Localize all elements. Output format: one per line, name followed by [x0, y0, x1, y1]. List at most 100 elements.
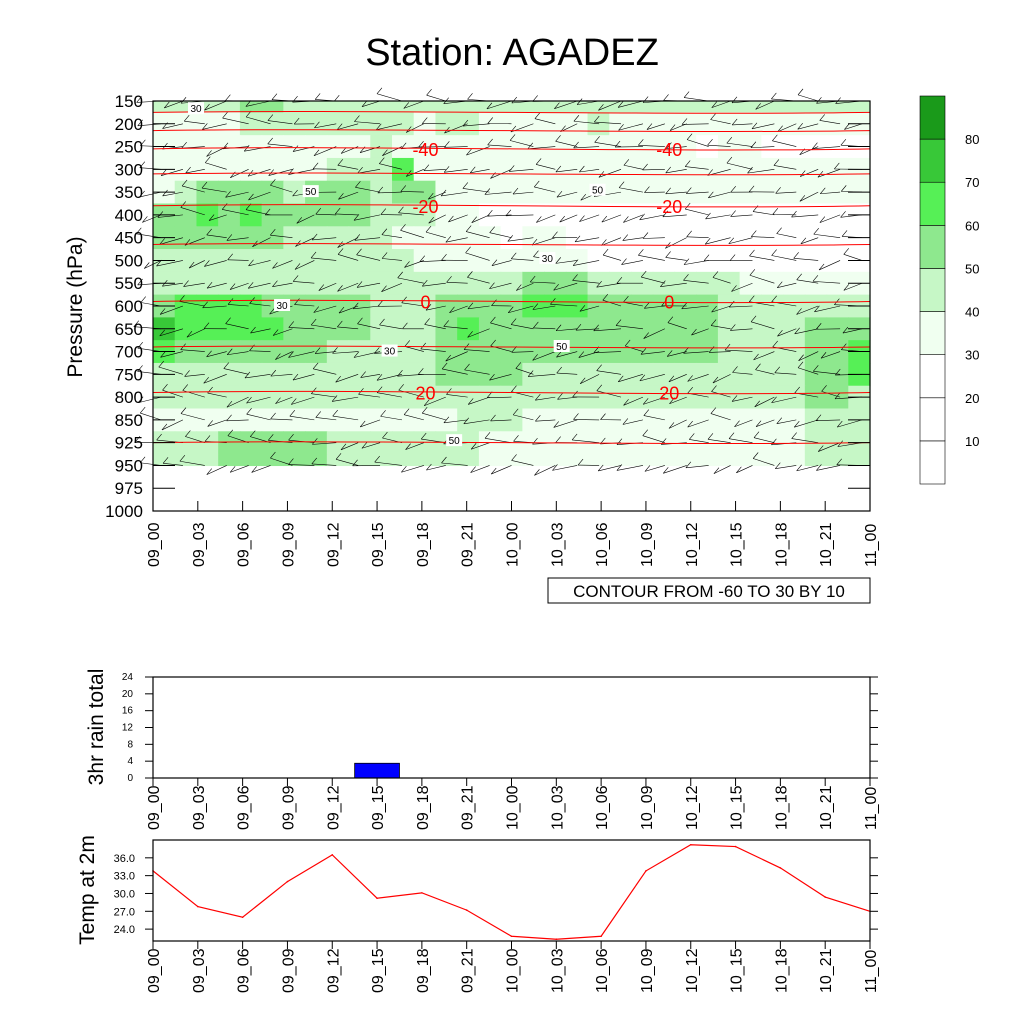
wind-barb-flag	[400, 185, 407, 192]
wind-barb	[687, 374, 709, 382]
wind-barb	[462, 188, 490, 193]
wind-barb-flag	[465, 246, 471, 254]
wind-barb-flag	[156, 259, 162, 267]
wind-barb	[164, 100, 184, 109]
wind-barb	[288, 464, 315, 466]
wind-barb	[536, 164, 556, 170]
wind-barb	[711, 305, 731, 313]
pressure-tick-label: 550	[115, 274, 143, 293]
shaded-cell	[500, 203, 523, 227]
wind-barb-flag	[336, 123, 343, 130]
time-tick-label: 09_18	[415, 522, 432, 567]
wind-barb	[573, 146, 600, 149]
wind-barb-flag	[376, 87, 383, 94]
wind-barb	[162, 123, 183, 129]
wind-barb-flag	[292, 145, 299, 152]
wind-barb-flag	[842, 326, 849, 334]
temperature-panel: 24.0 27.0 30.0 33.0 36.0 09_00 09_03 09_06 09_09…	[76, 835, 880, 993]
wind-barb	[185, 436, 205, 443]
wind-barb	[555, 260, 578, 264]
shaded-cell	[218, 431, 241, 455]
wind-barb	[750, 146, 775, 149]
wind-barb	[422, 282, 446, 287]
wind-barb-flag	[624, 339, 631, 347]
wind-barb-flag	[229, 283, 236, 290]
shaded-cell	[804, 408, 828, 432]
wind-barb	[398, 212, 424, 216]
wind-barb	[335, 213, 359, 216]
shaded-cell	[196, 249, 219, 273]
shaded-cell	[696, 454, 719, 467]
wind-barb-flag	[685, 461, 692, 468]
shaded-cell	[478, 294, 502, 318]
wind-barb-flag	[843, 248, 850, 255]
wind-barb-flag	[730, 185, 736, 193]
wind-barb-flag	[734, 420, 740, 427]
colorbar-box	[919, 440, 946, 485]
shaded-cell	[587, 112, 610, 136]
wind-barb-flag	[441, 254, 447, 261]
wind-barb	[428, 214, 446, 224]
shaded-cell	[522, 180, 545, 205]
wind-barb-flag	[618, 181, 625, 188]
wind-barb-flag	[311, 387, 317, 394]
shaded-cell	[457, 340, 480, 364]
wind-barb-flag	[314, 121, 320, 129]
wind-barb	[354, 121, 381, 125]
wind-barb-flag	[353, 351, 360, 358]
wind-barb	[332, 396, 359, 402]
shaded-cell	[435, 317, 458, 341]
shaded-cell	[392, 135, 415, 159]
wind-barb	[374, 461, 403, 466]
wind-barb	[487, 214, 512, 217]
wind-barb	[380, 416, 403, 421]
wind-barb-flag	[291, 398, 297, 405]
wind-barb-flag	[594, 136, 600, 143]
wind-barb	[559, 214, 578, 223]
wind-barb-flag	[467, 302, 474, 309]
wind-barb	[797, 367, 819, 375]
wind-barb	[223, 368, 249, 375]
shaded-cell	[196, 362, 219, 387]
wind-barb	[462, 123, 490, 127]
wind-barb-flag	[683, 91, 690, 98]
shaded-cell	[392, 408, 415, 432]
shaded-cell	[305, 249, 328, 273]
wind-barb	[465, 252, 490, 261]
shaded-cell	[565, 294, 589, 318]
cross-section-ylabel: Pressure (hPa)	[64, 236, 87, 377]
shaded-cell	[826, 157, 849, 182]
shaded-cell	[392, 180, 415, 205]
wind-barb-flag	[226, 234, 233, 241]
shaded-cell	[478, 226, 502, 250]
wind-barb-flag	[313, 306, 319, 313]
wind-barb-flag	[817, 445, 824, 452]
wind-barb	[736, 465, 753, 474]
shaded-cell	[283, 385, 306, 410]
wind-barb	[552, 465, 578, 471]
wind-barb	[753, 211, 775, 216]
wind-barb-flag	[467, 93, 473, 100]
wind-barb	[182, 185, 205, 193]
shaded-cell	[674, 317, 697, 341]
temperature-contour-line	[152, 390, 871, 395]
wind-barb-flag	[816, 97, 822, 104]
wind-barb	[799, 191, 819, 202]
wind-barb-flag	[318, 284, 325, 291]
shaded-cell	[261, 101, 284, 113]
wind-barb-flag	[160, 169, 167, 176]
wind-barb-flag	[405, 126, 412, 133]
wind-barb	[207, 419, 227, 427]
shaded-cell	[196, 157, 219, 182]
temperature-contour-line	[152, 111, 871, 114]
wind-barb	[774, 372, 797, 375]
wind-barb-flag	[354, 115, 360, 122]
shaded-cell	[826, 226, 849, 250]
shaded-cell	[370, 317, 393, 341]
wind-barb	[397, 277, 424, 284]
wind-barb	[681, 305, 709, 310]
wind-barb	[536, 214, 556, 223]
colorbar-tick-label: 10	[965, 434, 979, 449]
wind-barb	[467, 305, 490, 310]
wind-barb-flag	[683, 347, 689, 354]
